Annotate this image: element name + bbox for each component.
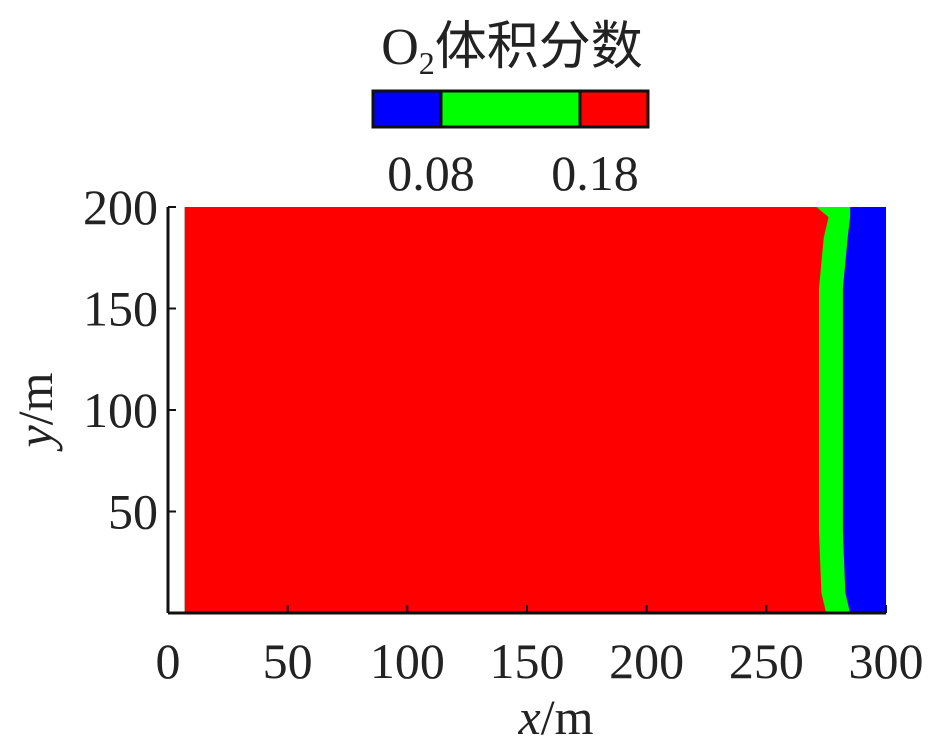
colorbar-swatch-mid bbox=[441, 91, 580, 127]
colorbar-frame bbox=[371, 89, 650, 129]
x-tick-label: 50 bbox=[263, 633, 313, 689]
y-axis-unit: /m bbox=[7, 372, 63, 425]
x-axis-var: x bbox=[518, 689, 541, 745]
chart-title: O2体积分数 bbox=[381, 19, 643, 81]
title-subscript: 2 bbox=[419, 45, 435, 81]
colorbar: 0.08 0.18 bbox=[371, 89, 650, 201]
x-tick-label: 100 bbox=[370, 633, 445, 689]
x-tick-label: 250 bbox=[729, 633, 804, 689]
y-tick-label: 150 bbox=[83, 281, 158, 337]
colorbar-swatch-high bbox=[580, 91, 648, 127]
region-high bbox=[184, 207, 829, 613]
x-tick-label: 0 bbox=[156, 633, 181, 689]
title-main: O bbox=[381, 19, 419, 76]
y-axis-var: y bbox=[7, 425, 63, 453]
y-axis-label: y/m bbox=[7, 372, 63, 452]
title-rest: 体积分数 bbox=[435, 19, 643, 76]
x-axis-unit: /m bbox=[541, 689, 594, 745]
axes: 0 50 100 150 200 250 300 50 100 150 200 bbox=[83, 179, 924, 689]
plot-area bbox=[184, 207, 887, 613]
y-tick-label: 50 bbox=[108, 484, 158, 540]
colorbar-threshold-label: 0.18 bbox=[551, 145, 639, 201]
colorbar-threshold-label: 0.08 bbox=[387, 145, 475, 201]
colorbar-swatch-low bbox=[373, 91, 441, 127]
y-tick-label: 200 bbox=[83, 179, 158, 235]
x-tick-label: 150 bbox=[490, 633, 565, 689]
x-axis-label: x/m bbox=[518, 689, 594, 745]
y-tick-label: 100 bbox=[83, 382, 158, 438]
x-tick-label: 300 bbox=[849, 633, 924, 689]
x-tick-label: 200 bbox=[609, 633, 684, 689]
